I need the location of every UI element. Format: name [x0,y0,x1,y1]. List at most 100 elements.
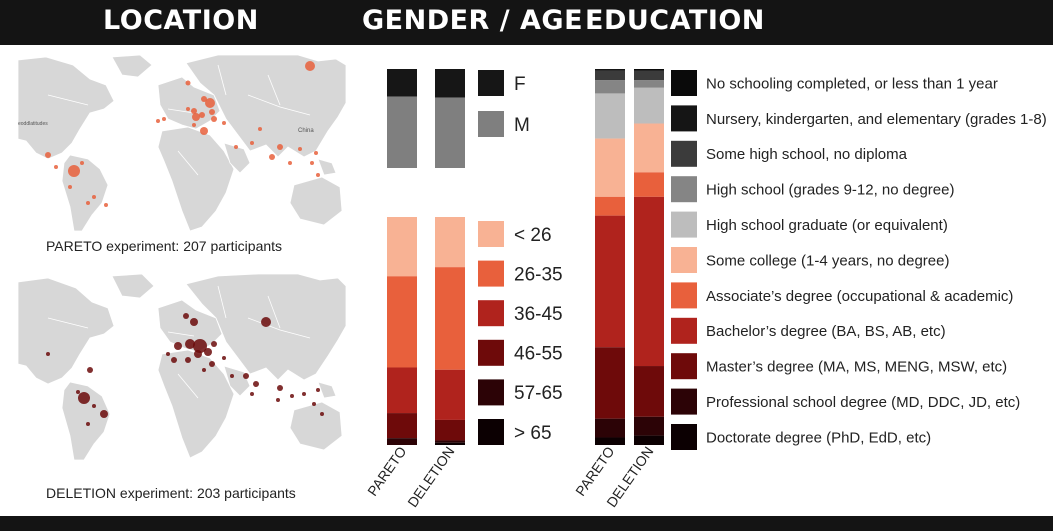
participant-dot [68,165,80,177]
participant-dot [312,402,316,406]
legend-label-0: < 26 [514,225,552,246]
legend-swatch-2 [671,140,697,167]
participant-dot [86,422,90,426]
legend-label-2: Some high school, no diploma [706,146,908,163]
pareto-participant-dots [45,61,320,207]
bar-segment-pareto-3 [595,80,625,94]
legend-label-4: 57-65 [514,383,563,404]
bar-segment-deletion-5 [634,123,664,173]
deletion-participant-dots [46,313,324,426]
participant-dot [86,201,90,205]
pareto-map-caption: PARETO experiment: 207 participants [46,238,283,254]
legend-swatch-5 [478,419,504,445]
legend-swatch-0 [478,221,504,247]
participant-dot [230,374,234,378]
participant-dot [211,116,217,122]
legend-label-6: Associate’s degree (occupational & acade… [706,288,1013,305]
participant-dot [76,390,80,394]
participant-dot [234,145,238,149]
bar-segment-pareto-2 [387,367,417,414]
legend-swatch-0 [671,70,697,96]
participant-dot [104,203,108,207]
participant-dot [185,357,191,363]
education-heading: EDUCATION [585,5,765,36]
bar-segment-deletion-3 [435,419,465,441]
bar-segment-deletion-4 [435,440,465,443]
participant-dot [305,61,315,71]
gender-chart: FM [387,69,530,168]
legend-label-1: 26-35 [514,264,563,285]
legend-swatch-4 [671,211,697,238]
participant-dot [320,412,324,416]
legend-label-3: 46-55 [514,344,563,365]
participant-dot [92,404,96,408]
participant-dot [162,117,166,121]
participant-dot [211,341,217,347]
participant-dot [201,96,207,102]
legend-swatch-3 [671,176,697,203]
bar-segment-deletion-9 [634,416,664,436]
bar-segment-deletion-5 [435,442,465,445]
map-label-china: China [298,128,314,134]
participant-dot [78,392,90,404]
bar-segment-pareto-6 [595,196,625,216]
bar-segment-pareto-1 [595,69,625,71]
bar-segment-pareto-1 [387,276,417,368]
participant-dot [277,385,283,391]
bar-segment-deletion-3 [634,80,664,88]
bar-segment-deletion-0 [435,217,465,268]
participant-dot [199,112,205,118]
bar-segment-pareto-8 [595,347,625,419]
category-label-pareto: PARETO [364,443,409,498]
participant-dot [200,127,208,135]
legend-label-10: Doctorate degree (PhD, EdD, etc) [706,429,931,446]
participant-dot [87,367,93,373]
legend-label-3: High school (grades 9-12, no degree) [706,182,954,199]
bar-segment-pareto-7 [595,215,625,348]
bar-segment-deletion-1 [435,97,465,168]
legend-swatch-1 [478,260,504,287]
legend-swatch-1 [671,105,697,132]
legend-swatch-2 [478,300,504,327]
participant-dot [202,368,206,372]
legend-label-5: Some college (1-4 years, no degree) [706,252,949,269]
participant-dot [250,392,254,396]
participant-dot [205,98,215,108]
legend-label-4: High school graduate (or equivalent) [706,217,948,234]
bar-segment-deletion-1 [435,267,465,370]
legend-swatch-7 [671,317,697,344]
participant-dot [191,108,197,114]
bar-segment-deletion-4 [634,87,664,124]
bar-segment-deletion-2 [634,70,664,81]
legend-label-9: Professional school degree (MD, DDC, JD,… [706,394,1020,411]
participant-dot [166,352,170,356]
legend-swatch-6 [671,282,697,309]
bar-segment-pareto-4 [387,438,417,445]
participant-dot [183,313,189,319]
participant-dot [316,173,320,177]
bar-segment-pareto-1 [387,96,417,168]
participant-dot [190,318,198,326]
participant-dot [68,185,72,189]
participant-dot [80,161,84,165]
participant-dot [194,350,202,358]
participant-dot [314,151,318,155]
footer-bar [0,516,1053,531]
participant-dot [290,394,294,398]
participant-dot [100,410,108,418]
participant-dot [222,121,226,125]
participant-dot [185,80,191,86]
participant-dot [253,381,259,387]
legend-swatch-1 [478,111,504,137]
participant-dot [193,339,207,353]
bar-segment-pareto-5 [595,138,625,197]
pareto-world-map: eoddlatitudes China [18,55,346,233]
participant-dot [316,388,320,392]
bar-segment-pareto-4 [595,93,625,139]
bar-segment-pareto-9 [595,418,625,438]
participant-dot [186,107,190,111]
bar-segment-pareto-3 [387,413,417,439]
bar-segment-deletion-8 [634,366,664,417]
legend-swatch-0 [478,70,504,96]
